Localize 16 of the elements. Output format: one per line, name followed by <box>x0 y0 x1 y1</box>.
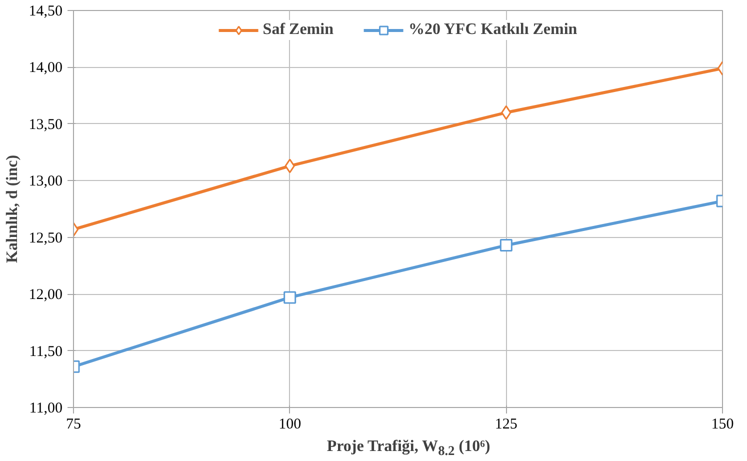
legend-label: Saf Zemin <box>262 21 334 39</box>
y-axis-title: Kalınlık, d (inc) <box>4 154 21 264</box>
x-tick-label: 150 <box>711 416 734 432</box>
y-tick-label: 11,50 <box>29 344 63 360</box>
legend-label: %20 YFC Katkılı Zemin <box>408 21 578 39</box>
y-tick-label: 12,50 <box>28 230 62 246</box>
y-tick-label: 13,00 <box>28 174 62 190</box>
y-tick-label: 13,50 <box>28 116 62 133</box>
x-tick-label: 75 <box>66 416 81 432</box>
y-tick-label: 14,50 <box>28 4 62 20</box>
y-tick-label: 11,00 <box>29 400 63 416</box>
y-tick-label: 14,00 <box>28 60 62 76</box>
x-tick-label: 125 <box>494 416 518 432</box>
x-tick-label: 100 <box>278 416 302 432</box>
y-tick-label: 12,00 <box>28 287 62 304</box>
x-axis-title: Proje Trafiği, W$_{8.2}$ (10⁶) <box>326 437 490 460</box>
